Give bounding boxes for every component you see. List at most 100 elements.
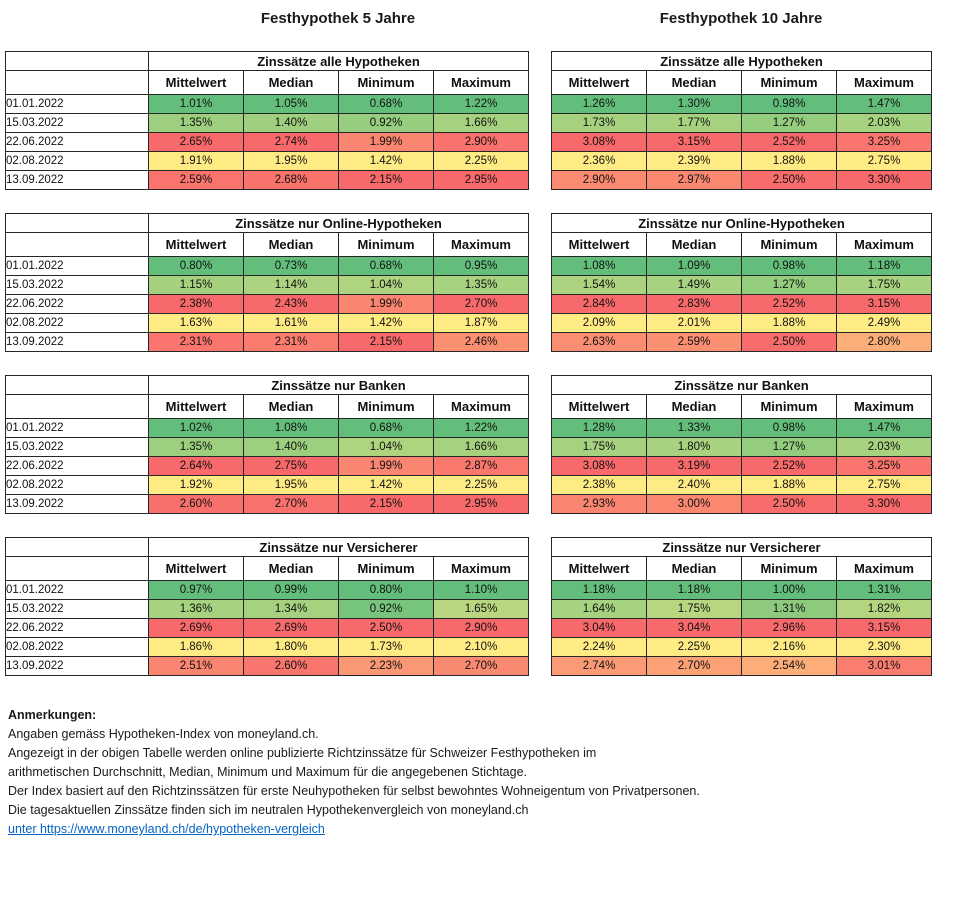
rate-cell: 2.31% [243,332,339,352]
table-group: Zinssätze nur Versicherer Mittelwert Media… [0,537,960,677]
section-title-5-jahre: Festhypothek 5 Jahre [260,10,416,27]
rate-cell: 2.52% [741,456,837,476]
rate-cell: 1.73% [551,113,647,133]
table-row: 13.09.2022 2.51% 2.60% 2.23% 2.70% [5,656,529,676]
rate-cell: 1.47% [836,418,932,438]
rate-cell: 2.75% [836,475,932,495]
rate-cell: 1.92% [148,475,244,495]
rate-cell: 1.01% [148,94,244,114]
rate-cell: 1.42% [338,475,434,495]
rate-cell: 1.15% [148,275,244,295]
rate-cell: 2.70% [646,656,742,676]
table-row: 1.64% 1.75% 1.31% 1.82% [551,599,932,619]
rate-cell: 1.88% [741,475,837,495]
rate-cell: 1.18% [835,256,933,276]
rate-cell: 1.99% [338,456,434,476]
rate-cell: 3.30% [836,494,932,514]
column-header: Mittelwert [148,70,244,95]
rate-cell: 2.64% [148,456,244,476]
rate-cell: 1.36% [148,599,244,619]
table-row: 1.08% 1.09% 0.98% 1.18% [551,256,933,276]
rate-cell: 1.35% [432,275,530,295]
rate-cell: 3.08% [551,132,647,152]
table-row: 1.73% 1.77% 1.27% 2.03% [551,113,932,133]
rate-cell: 2.74% [551,656,647,676]
rate-cell: 2.38% [148,294,244,314]
rate-cell: 1.66% [433,437,529,457]
rate-cell: 1.86% [148,637,244,657]
spacer-cell [5,213,149,233]
rate-cell: 2.50% [338,618,434,638]
date-cell: 01.01.2022 [5,94,149,114]
rate-cell: 2.15% [338,170,434,190]
rate-cell: 2.51% [148,656,244,676]
date-cell: 15.03.2022 [5,275,149,295]
rate-cell: 2.90% [551,170,647,190]
rate-cell: 2.60% [243,656,339,676]
rate-cell: 3.15% [646,132,742,152]
rate-cell: 1.18% [551,580,647,600]
column-header: Maximum [432,232,530,257]
column-header: Maximum [836,394,932,419]
rate-cell: 1.73% [338,637,434,657]
spacer-cell [5,394,149,419]
hypotheken-vergleich-link[interactable]: unter https://www.moneyland.ch/de/hypoth… [8,822,325,836]
rate-cell: 1.35% [148,113,244,133]
rate-cell: 1.66% [433,113,529,133]
rate-cell: 1.08% [551,256,647,276]
table-title: Zinssätze nur Banken [148,375,529,395]
rate-cell: 2.69% [148,618,244,638]
rate-cell: 0.92% [338,113,434,133]
table-row: 02.08.2022 1.92% 1.95% 1.42% 2.25% [5,475,529,495]
table-row: 2.24% 2.25% 2.16% 2.30% [551,637,932,657]
column-header: Maximum [836,70,932,95]
rate-cell: 2.75% [836,151,932,171]
column-header: Maximum [433,70,529,95]
table-title: Zinssätze alle Hypotheken [551,51,932,71]
note-line: Angaben gemäss Hypotheken-Index von mone… [8,727,319,741]
rate-cell: 2.25% [646,637,742,657]
rate-cell: 3.25% [836,132,932,152]
rate-cell: 1.14% [243,275,339,295]
rate-cell: 1.99% [338,132,434,152]
date-cell: 15.03.2022 [5,113,149,133]
rate-cell: 1.75% [551,437,647,457]
spacer-cell [5,537,149,557]
rate-cell: 1.95% [243,475,339,495]
table-row: 13.09.2022 2.60% 2.70% 2.15% 2.95% [5,494,529,514]
rate-cell: 1.05% [243,94,339,114]
rate-cell: 1.30% [646,94,742,114]
rate-cell: 0.98% [741,418,837,438]
rate-cell: 0.98% [741,94,837,114]
rate-cell: 2.43% [243,294,339,314]
table-title: Zinssätze nur Versicherer [148,537,529,557]
date-cell: 22.06.2022 [5,132,149,152]
rate-cell: 3.04% [646,618,742,638]
date-cell: 02.08.2022 [5,475,149,495]
column-header: Minimum [741,70,837,95]
rate-cell: 2.65% [148,132,244,152]
table-row: 22.06.2022 2.65% 2.74% 1.99% 2.90% [5,132,529,152]
column-header: Mittelwert [148,556,244,581]
table-row: 3.08% 3.19% 2.52% 3.25% [551,456,932,476]
rate-cell: 2.30% [836,637,932,657]
rate-cell: 1.75% [646,599,742,619]
rate-cell: 2.68% [243,170,339,190]
column-header: Minimum [741,394,837,419]
rate-cell: 0.68% [338,418,434,438]
rate-cell: 2.03% [836,437,932,457]
rate-cell: 1.02% [148,418,244,438]
notes-block: Anmerkungen: Angaben gemäss Hypotheken-I… [8,706,700,839]
rate-cell: 2.46% [432,332,530,352]
rate-cell: 1.88% [741,151,837,171]
rate-cell: 1.04% [338,437,434,457]
column-header: Mittelwert [551,232,647,257]
table-row: 15.03.2022 1.35% 1.40% 1.04% 1.66% [5,437,529,457]
rate-cell: 2.59% [646,332,742,352]
column-header: Median [646,556,742,581]
rate-cell: 2.09% [551,313,647,333]
rate-cell: 2.95% [433,494,529,514]
column-header: Minimum [338,70,434,95]
rate-cell: 2.52% [741,294,837,314]
rate-cell: 2.39% [646,151,742,171]
